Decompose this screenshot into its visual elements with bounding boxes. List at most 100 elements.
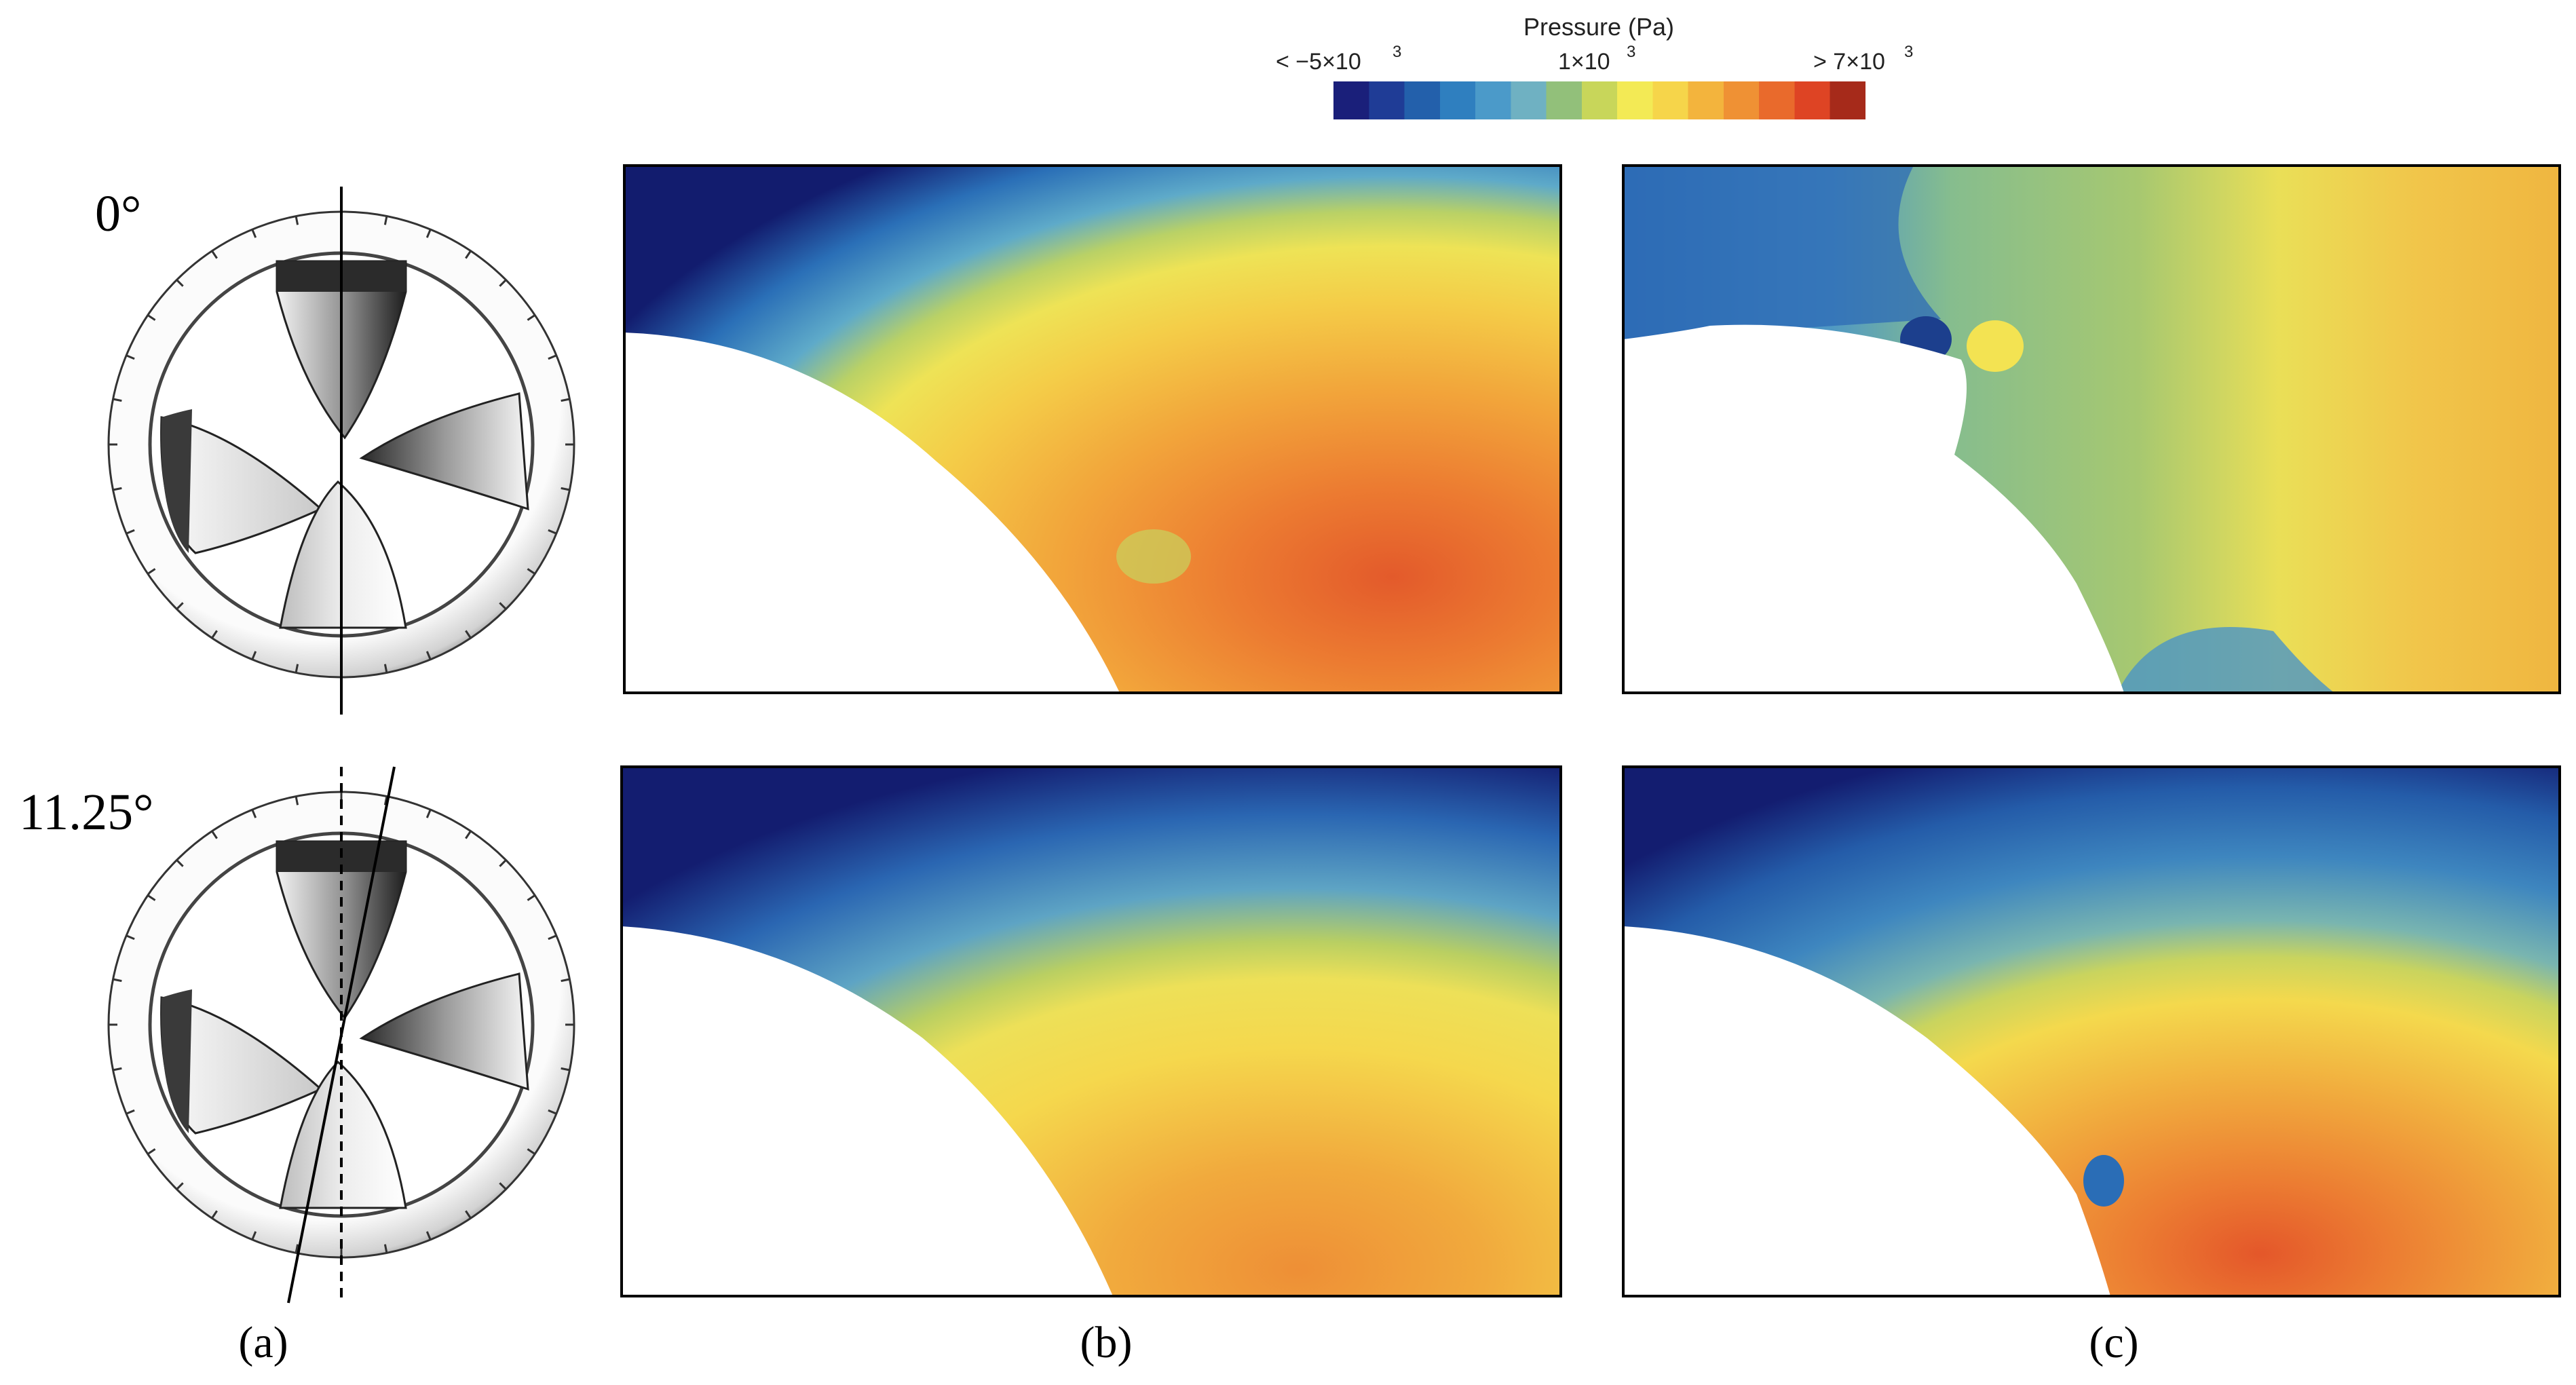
tick-mark (113, 1067, 122, 1071)
tick-mark (251, 651, 257, 660)
tick-mark (211, 250, 218, 259)
tick-mark (147, 1148, 156, 1155)
colorbar-max-exponent: 3 (1904, 43, 1913, 61)
tick-mark (527, 314, 535, 321)
tick-mark (295, 216, 299, 225)
tick-mark (126, 529, 135, 535)
contour-panel-c-0deg (1622, 164, 2561, 694)
colorbar-title: Pressure (Pa) (1523, 13, 1674, 41)
tick-mark (561, 1067, 569, 1071)
blade-left-root (161, 989, 192, 1133)
tick-mark (176, 1182, 184, 1190)
tick-mark (147, 894, 156, 901)
tick-mark (499, 602, 506, 609)
tick-mark (527, 1148, 535, 1155)
colorbar: Pressure (Pa) < −5×10 3 1×10 3 > 7×10 3 (1276, 13, 1913, 119)
angle-label-bottom: 11.25° (19, 784, 154, 841)
tick-mark (425, 229, 432, 238)
tick-mark (425, 651, 432, 660)
tick-mark (383, 797, 388, 805)
tick-mark (251, 229, 257, 238)
tick-mark (499, 280, 506, 287)
tick-mark (383, 664, 388, 672)
tick-mark (295, 797, 299, 805)
tick-marks (109, 793, 573, 1257)
blade-bottom (279, 1060, 407, 1209)
tick-mark (499, 1182, 506, 1190)
blade-left-root (161, 409, 192, 553)
panel-label-c: (c) (2089, 1318, 2138, 1367)
blade-right (359, 392, 529, 511)
low-pressure-zone-2 (2117, 627, 2334, 693)
colorbar-min-label: < −5×10 3 (1276, 43, 1401, 75)
propeller-view-11deg (107, 766, 575, 1304)
panel-label-b: (b) (1080, 1318, 1133, 1367)
tick-mark (465, 630, 472, 639)
tick-marks (109, 212, 573, 677)
tick-mark (527, 894, 535, 901)
tick-mark (211, 831, 218, 839)
tick-mark (211, 630, 218, 639)
tick-mark (113, 487, 122, 491)
colorbar-mid-exponent: 3 (1627, 43, 1635, 61)
tick-mark (425, 1231, 432, 1240)
section-line-rotated (287, 766, 396, 1304)
tick-mark (126, 934, 135, 941)
panel-frame (1622, 164, 2561, 694)
low-pressure-zone (1623, 166, 1941, 339)
propeller-view-0deg (107, 187, 575, 715)
colorbar-mid-text: 1×10 (1558, 49, 1610, 75)
tick-mark (147, 314, 156, 321)
colorbar-gradient (1333, 81, 1865, 119)
tick-mark (548, 354, 556, 360)
tick-mark (251, 1231, 257, 1240)
panel-frame (623, 164, 1562, 694)
tick-mark (548, 529, 556, 535)
contour-panel-b-0deg (623, 164, 1562, 694)
tick-mark (527, 568, 535, 575)
contour-panel-b-11deg (620, 765, 1562, 1297)
tick-mark (211, 1210, 218, 1219)
tick-mark (251, 810, 257, 818)
tick-mark (176, 860, 184, 867)
tick-mark (147, 568, 156, 575)
blade-bottom (279, 480, 407, 629)
tick-mark (465, 831, 472, 839)
vortex-core-low (2083, 1155, 2124, 1207)
tick-mark (176, 280, 184, 287)
contour-panel-c-11deg (1622, 765, 2561, 1297)
tick-mark (425, 810, 432, 818)
panel-frame (1622, 765, 2561, 1297)
tick-mark (499, 860, 506, 867)
pressure-spot (1116, 529, 1191, 584)
tick-mark (561, 487, 569, 491)
tick-mark (383, 216, 388, 225)
tick-mark (176, 602, 184, 609)
tick-mark (548, 934, 556, 941)
tick-mark (113, 398, 122, 402)
hub-body (622, 926, 1113, 1296)
colorbar-max-label: > 7×10 3 (1813, 43, 1913, 75)
tick-mark (383, 1244, 388, 1253)
hub-body (1623, 926, 2110, 1296)
hub-body (1623, 324, 2124, 693)
panel-label-a: (a) (238, 1318, 288, 1367)
tick-mark (126, 1109, 135, 1115)
tick-mark (561, 398, 569, 402)
tick-mark (561, 978, 569, 983)
tick-mark (465, 250, 472, 259)
tick-mark (113, 978, 122, 983)
tick-mark (295, 664, 299, 672)
colorbar-min-text: < −5×10 (1276, 49, 1361, 75)
blade-right (359, 972, 529, 1091)
tick-mark (465, 1210, 472, 1219)
panel-frame (620, 765, 1562, 1297)
tick-mark (126, 354, 135, 360)
colorbar-max-text: > 7×10 (1813, 49, 1885, 75)
hub-body (624, 333, 1120, 693)
angle-label-top: 0° (95, 185, 141, 242)
colorbar-min-exponent: 3 (1393, 43, 1401, 61)
tick-mark (295, 1244, 299, 1253)
tick-mark (548, 1109, 556, 1115)
